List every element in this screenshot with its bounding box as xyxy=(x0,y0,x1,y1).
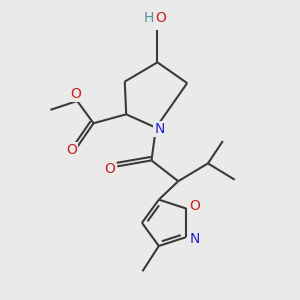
Text: O: O xyxy=(189,199,200,213)
Text: O: O xyxy=(70,86,81,100)
Text: O: O xyxy=(156,11,167,25)
Text: H: H xyxy=(144,11,154,25)
Text: N: N xyxy=(154,122,165,136)
Text: N: N xyxy=(189,232,200,246)
Text: O: O xyxy=(104,162,115,176)
Text: O: O xyxy=(66,143,77,157)
